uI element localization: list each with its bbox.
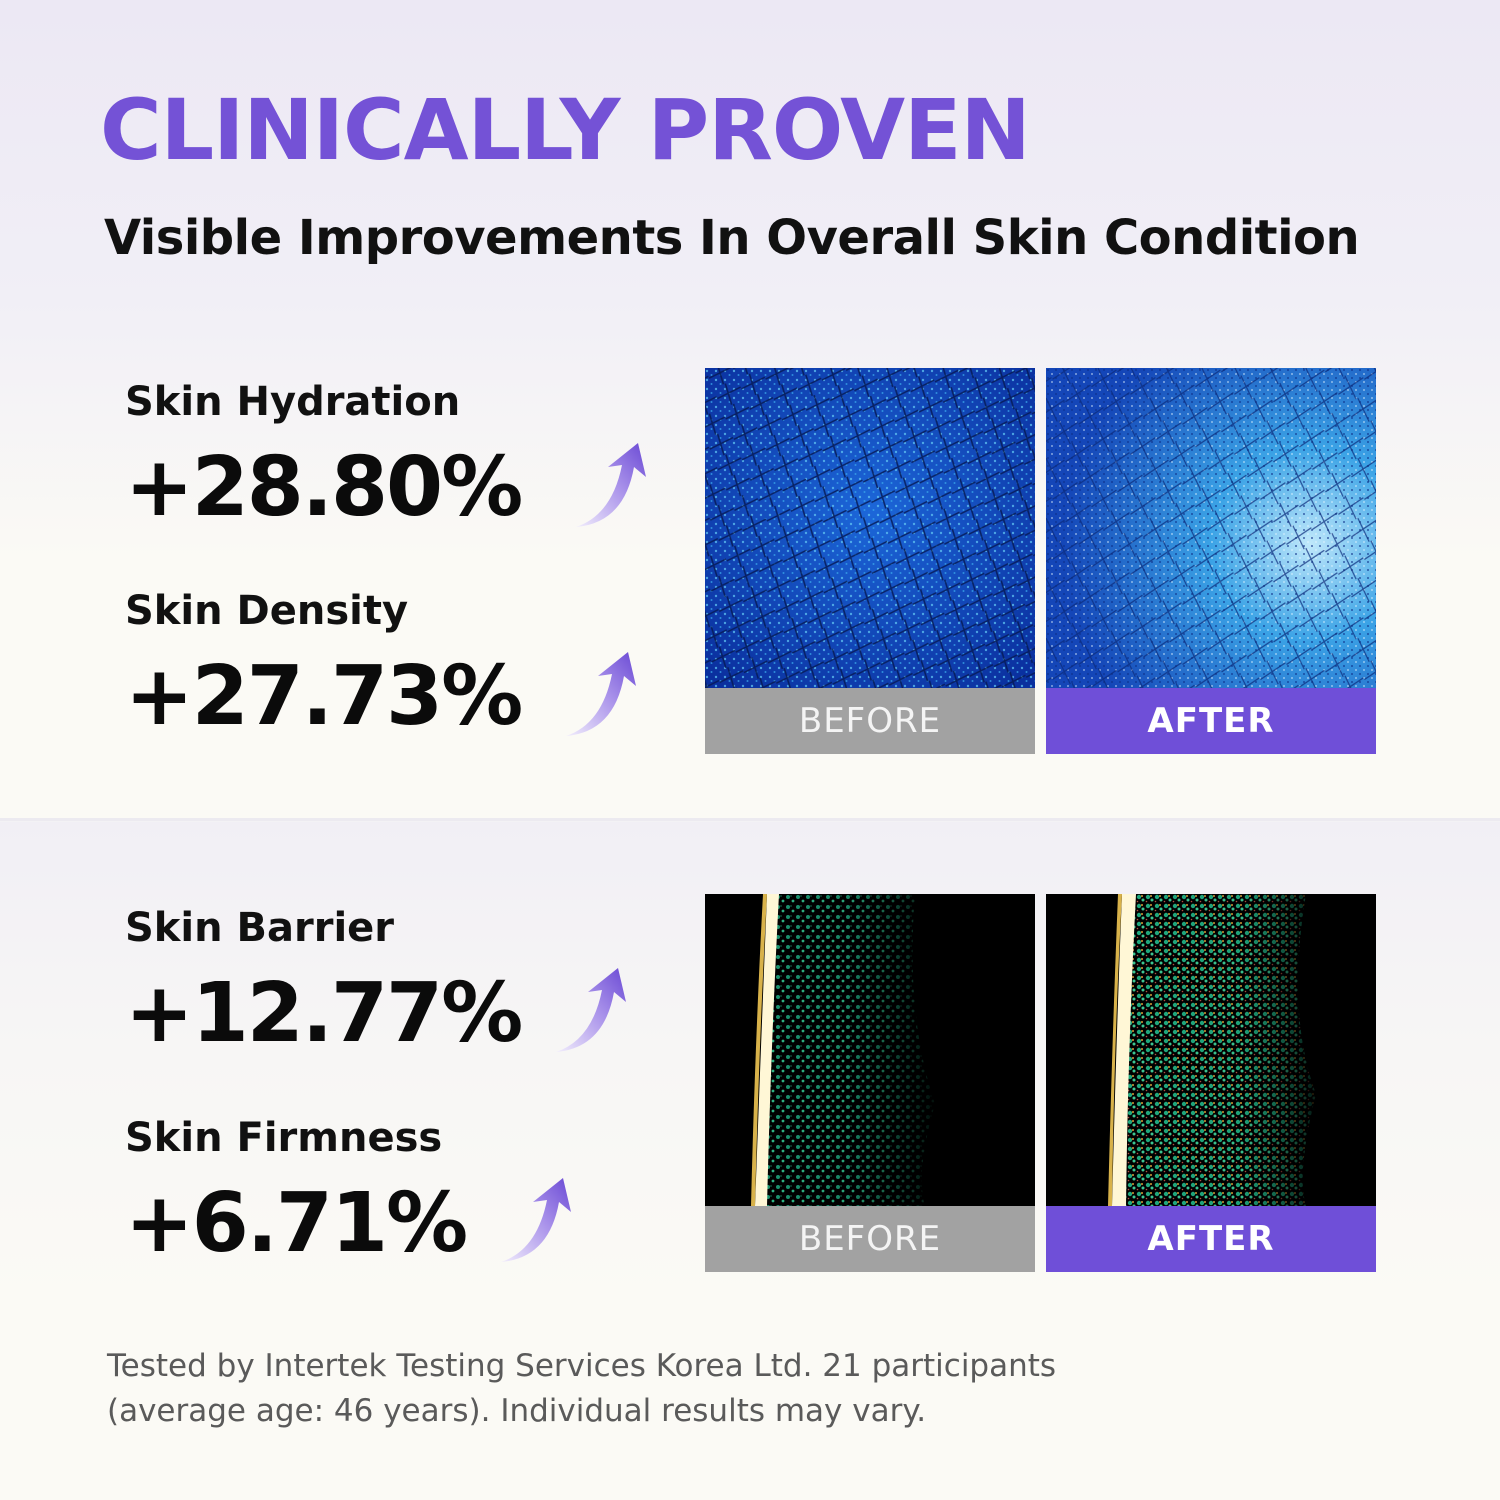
metric-label: Skin Barrier (125, 905, 395, 951)
skin-ultrasound-before-image (705, 894, 1035, 1206)
metric-label: Skin Firmness (125, 1115, 443, 1161)
metric-label: Skin Hydration (125, 379, 461, 425)
arrow-up-icon (576, 443, 646, 527)
footnote-line: (average age: 46 years). Individual resu… (107, 1392, 927, 1429)
metric-value: +6.71% (125, 1176, 468, 1271)
disclaimer-footnote: Tested by Intertek Testing Services Kore… (107, 1344, 1357, 1433)
metric-value: +12.77% (125, 966, 523, 1061)
metric-value: +28.80% (125, 440, 523, 535)
metric-value: +27.73% (125, 649, 523, 744)
footnote-line: Tested by Intertek Testing Services Kore… (107, 1348, 1057, 1384)
metric-label: Skin Density (125, 588, 409, 634)
before-tag: BEFORE (705, 688, 1035, 754)
headline: CLINICALLY PROVEN (100, 81, 1031, 179)
skin-surface-after-image (1046, 368, 1376, 688)
after-tag: AFTER (1046, 1206, 1376, 1272)
arrow-up-icon (501, 1178, 571, 1262)
arrow-up-icon (566, 652, 636, 736)
before-tag: BEFORE (705, 1206, 1035, 1272)
section-divider (0, 818, 1500, 821)
arrow-up-icon (556, 968, 626, 1052)
skin-surface-before-image (705, 368, 1035, 688)
after-tag: AFTER (1046, 688, 1376, 754)
skin-ultrasound-after-image (1046, 894, 1376, 1206)
subheadline: Visible Improvements In Overall Skin Con… (104, 210, 1360, 266)
